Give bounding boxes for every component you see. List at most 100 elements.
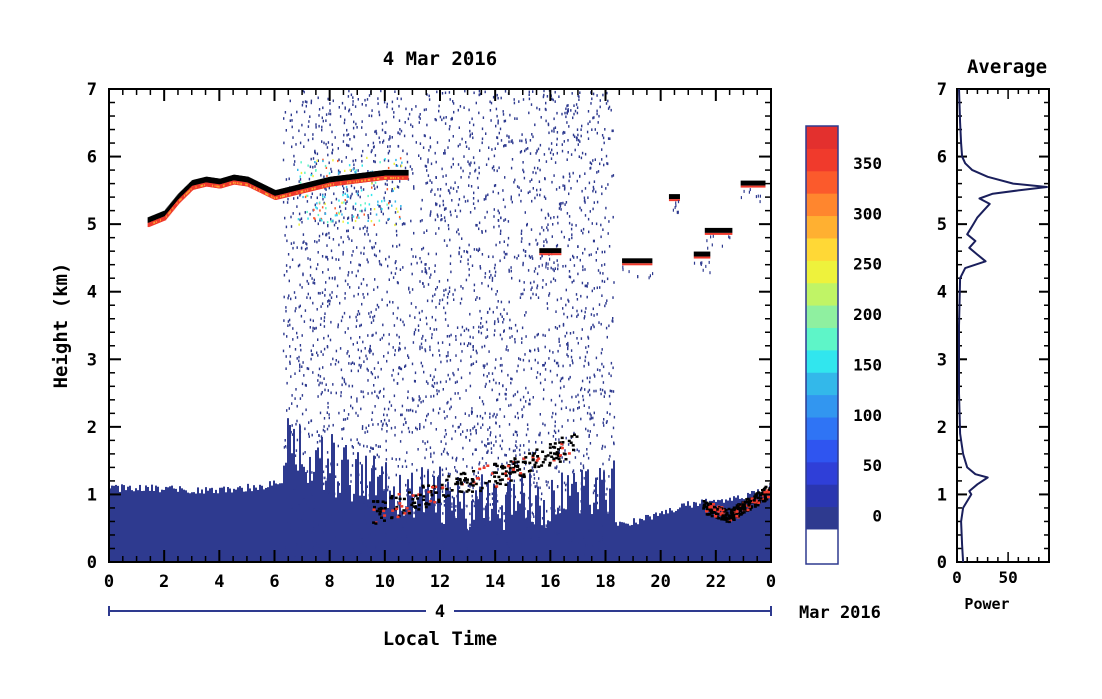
noise-speck [308,421,310,424]
noise-speck [365,426,367,430]
noise-speck [508,447,511,451]
noise-speck [347,470,349,474]
noise-speck [325,383,327,386]
noise-speck [599,105,601,109]
noise-speck [350,362,352,366]
noise-speck [371,149,373,152]
noise-speck [558,505,561,509]
noise-speck [394,353,396,357]
noise-speck [361,103,363,106]
evening-low-layer [717,510,721,513]
noise-speck [493,215,495,218]
rising-aerosol-layer [372,500,375,503]
noise-speck [539,413,541,416]
noise-speck [582,227,585,231]
noise-speck [551,235,553,238]
rising-aerosol-layer [431,485,434,489]
noise-speck [521,237,523,240]
noise-speck [332,238,335,241]
noise-speck [544,543,547,546]
noise-speck [465,141,467,144]
noise-speck [317,457,320,461]
noise-speck [567,108,569,111]
noise-speck [289,512,291,516]
evening-low-layer [718,506,722,509]
noise-speck [607,162,609,166]
rising-aerosol-layer [504,470,508,473]
noise-speck [595,222,598,226]
noise-speck [429,214,431,217]
rising-aerosol-layer [560,436,564,440]
noise-speck [459,302,462,305]
boundary-layer-column [397,517,399,562]
noise-speck [490,447,493,450]
noise-speck [519,139,521,143]
noise-speck [572,361,574,365]
noise-speck [502,198,505,201]
noise-speck [519,542,521,546]
noise-speck [383,387,385,391]
noise-speck [592,323,594,327]
noise-speck [612,520,615,524]
noise-speck [411,516,413,519]
noise-speck [475,298,477,301]
noise-speck [501,337,503,341]
noise-speck [488,372,490,375]
noise-speck [576,541,579,545]
rising-aerosol-layer [480,486,484,490]
boundary-layer-column [707,503,709,562]
evening-low-layer [735,514,739,518]
boundary-layer-column [515,510,517,562]
noise-speck [528,93,530,96]
noise-speck [587,137,590,140]
noise-speck [563,460,565,463]
noise-speck [351,445,353,448]
noise-speck [445,116,447,119]
noise-speck [578,449,580,453]
noise-speck [287,296,289,300]
noise-speck [387,206,390,210]
boundary-layer-column [605,499,607,562]
noise-speck [319,219,321,222]
noise-speck [546,302,548,305]
noise-speck [330,201,333,204]
noise-speck [591,222,593,225]
noise-speck [590,253,592,256]
rising-aerosol-layer [533,465,537,469]
noise-speck [425,316,427,320]
noise-speck [552,435,555,438]
noise-speck [492,503,494,506]
noise-speck [337,360,340,364]
upper-cloud-layer-fringe [282,195,284,198]
noise-speck [566,212,569,215]
noise-speck [359,366,362,369]
noise-speck [530,367,533,370]
noise-speck [469,211,472,214]
noise-speck [528,525,530,529]
noise-speck [404,346,406,350]
noise-speck [388,138,390,141]
virga-streak [677,211,679,215]
noise-speck [544,197,547,200]
noise-speck [590,102,592,105]
noise-speck [314,240,316,243]
noise-speck [489,426,491,429]
noise-speck [567,104,569,107]
noise-speck [608,324,610,328]
noise-speck [565,107,567,111]
noise-speck [478,221,481,225]
boundary-layer-column [155,485,157,562]
noise-speck [362,188,365,191]
noise-speck [457,144,459,148]
noise-speck [396,233,398,237]
boundary-layer-column [603,471,605,562]
noise-speck [607,99,609,103]
boundary-layer-column [673,512,675,562]
noise-speck [444,484,447,487]
noise-speck [485,336,487,339]
noise-speck [299,365,301,369]
noise-speck [584,544,586,547]
noise-speck [462,430,464,433]
boundary-layer-column [573,472,575,562]
